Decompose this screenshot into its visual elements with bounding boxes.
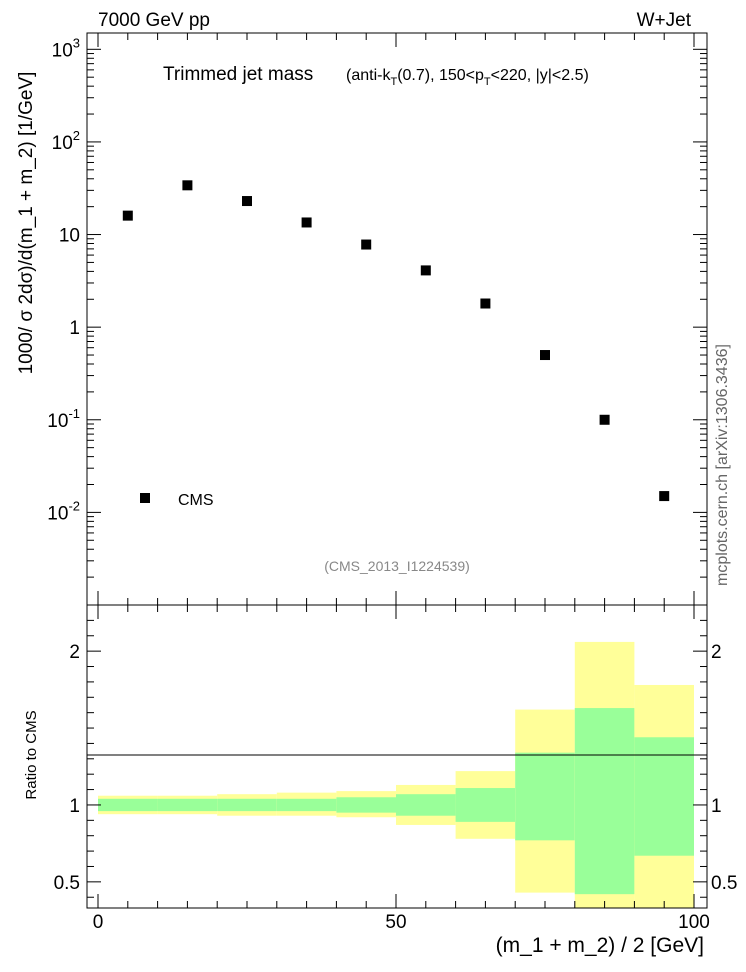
data-point-cms	[122, 210, 133, 221]
y-tick-label: 103	[52, 35, 80, 61]
data-point-cms	[242, 196, 252, 207]
y-tick-label: 1	[69, 318, 80, 339]
ratio-plot-frame	[86, 604, 708, 909]
ratio-y-ticks: 0.5 0.5 1 1 2 2	[54, 619, 737, 898]
ratio-band-inner	[396, 794, 456, 816]
ratio-y-tick-label-right: 2	[711, 642, 722, 663]
ratio-band-inner	[276, 798, 337, 812]
header-right: W+Jet	[637, 10, 692, 31]
main-y-ticks: 10-2 10-1 1 10 102 103	[47, 35, 707, 606]
ratio-bands	[98, 641, 694, 908]
main-y-axis-label: 1000/ σ 2dσ)/d(m_1 + m_2) [1/GeV]	[16, 72, 37, 375]
legend-label-cms: CMS	[178, 492, 214, 509]
main-plot-frame	[86, 32, 708, 606]
ratio-y-tick-label-left: 1	[69, 796, 80, 817]
ratio-y-axis-label: Ratio to CMS	[23, 710, 40, 799]
ratio-band-inner	[336, 797, 396, 813]
x-axis-label: (m_1 + m_2) / 2 [GeV]	[496, 934, 704, 957]
ratio-y-tick-label-right: 0.5	[711, 873, 737, 894]
x-tick-label: 50	[385, 912, 406, 933]
ratio-y-tick-label-right: 1	[711, 796, 722, 817]
x-tick-label: 100	[678, 912, 710, 933]
y-tick-label: 10-2	[47, 498, 80, 524]
main-data-points	[122, 180, 670, 502]
data-point-cms	[659, 491, 670, 502]
data-point-cms	[599, 414, 610, 425]
data-point-cms	[182, 180, 193, 191]
ratio-band-inner	[157, 798, 218, 812]
data-point-cms	[301, 217, 312, 228]
y-tick-label: 10	[59, 226, 80, 247]
x-tick-label: 0	[93, 912, 104, 933]
ratio-band-inner	[515, 752, 575, 841]
ratio-x-ticks: 0 50 100	[93, 605, 710, 933]
legend: CMS	[140, 492, 214, 509]
ratio-y-tick-label-left: 0.5	[54, 873, 80, 894]
ratio-y-tick-label-left: 2	[69, 642, 80, 663]
ratio-band-inner	[634, 737, 694, 856]
data-point-cms	[480, 298, 491, 309]
svg-text:(anti-kT(0.7), 150<pT<220, |y|: (anti-kT(0.7), 150<pT<220, |y|<2.5)	[346, 67, 589, 88]
analysis-id: (CMS_2013_I1224539)	[324, 558, 470, 574]
ratio-band-inner	[98, 798, 158, 812]
ratio-band-inner	[217, 798, 277, 812]
ratio-band-inner	[455, 788, 516, 822]
plot-title-main: Trimmed jet mass	[163, 64, 313, 85]
data-point-cms	[540, 350, 550, 361]
plot-title-sub: (anti-kT(0.7), 150<pT<220, |y|<2.5)	[346, 67, 589, 88]
side-label: mcplots.cern.ch [arXiv:1306.3436]	[714, 344, 731, 586]
data-point-cms	[420, 265, 431, 276]
header-left: 7000 GeV pp	[98, 10, 210, 31]
data-point-cms	[361, 239, 372, 250]
y-tick-label: 10-1	[47, 406, 80, 432]
ratio-band-inner	[574, 708, 635, 895]
main-x-ticks	[97, 33, 695, 605]
y-tick-label: 102	[52, 128, 80, 154]
legend-marker-square	[140, 493, 150, 503]
